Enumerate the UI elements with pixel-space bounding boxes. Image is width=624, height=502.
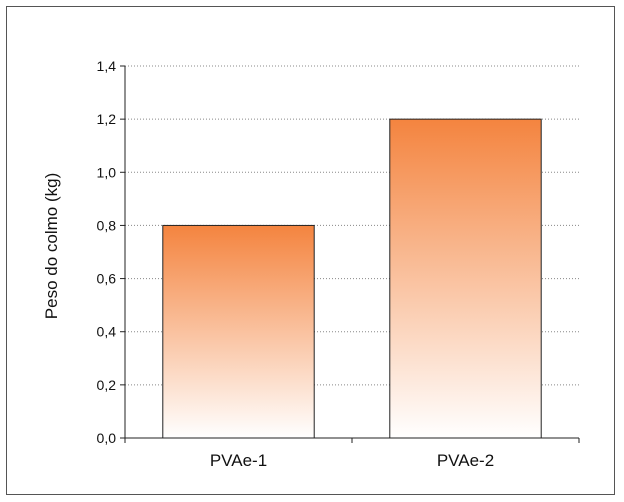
y-axis-label: Peso do colmo (kg)	[42, 173, 61, 319]
x-tick-label: PVAe-2	[437, 451, 494, 470]
y-tick-label: 0,8	[97, 217, 117, 233]
y-tick-label: 0,4	[97, 324, 117, 340]
bar-chart: 0,0 0,2 0,4 0,6 0,8 1,0 1,2 1,4 PVAe-1 PVAe-2 Pe…	[42, 58, 580, 470]
y-tick-label: 1,4	[97, 58, 117, 74]
chart-frame: 0,0 0,2 0,4 0,6 0,8 1,0 1,2 1,4 PVAe-1 PVAe-2 Pe…	[6, 6, 615, 495]
x-tick-labels: PVAe-1 PVAe-2	[210, 451, 494, 470]
y-tick-label: 1,0	[97, 164, 117, 180]
y-tick-labels: 0,0 0,2 0,4 0,6 0,8 1,0 1,2 1,4	[97, 58, 117, 446]
y-tick-label: 0,0	[97, 430, 117, 446]
y-tick-label: 0,2	[97, 377, 117, 393]
x-tick-label: PVAe-1	[210, 451, 267, 470]
bar-pvae-2	[389, 118, 542, 439]
bar-pvae-1	[162, 224, 315, 439]
y-tick-label: 1,2	[97, 111, 117, 127]
bars	[162, 118, 542, 439]
y-tick-label: 0,6	[97, 271, 117, 287]
axes	[120, 65, 580, 443]
